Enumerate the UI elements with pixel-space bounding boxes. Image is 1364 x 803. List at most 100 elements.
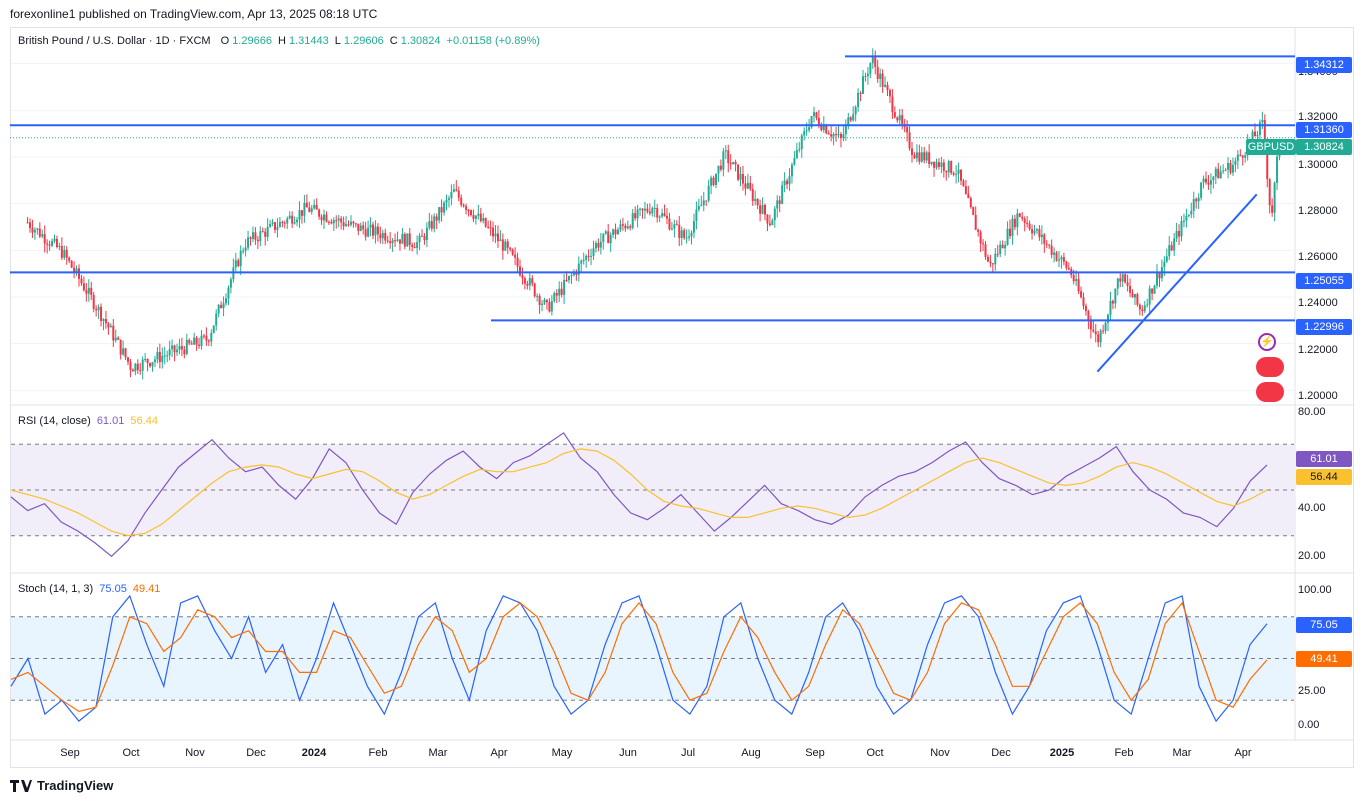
candle-body xyxy=(283,222,286,224)
candle-body xyxy=(31,228,34,233)
candle-body xyxy=(1094,331,1097,335)
candle-body xyxy=(940,162,943,167)
candle-body xyxy=(558,288,561,296)
candle-body xyxy=(215,313,218,326)
candle-body xyxy=(599,241,602,248)
candle-body xyxy=(651,208,654,214)
stoch-y-tick: 100.00 xyxy=(1298,584,1332,596)
candle-body xyxy=(825,125,828,134)
candle-body xyxy=(1126,282,1129,286)
candle-body xyxy=(484,218,487,227)
candle-body xyxy=(244,247,247,251)
candle-body xyxy=(776,200,779,209)
candle-body xyxy=(384,232,387,241)
rsi-title[interactable]: RSI (14, close) xyxy=(18,415,91,427)
candle-body xyxy=(359,225,362,231)
candle-body xyxy=(146,358,149,364)
candle-body xyxy=(308,207,311,212)
stoch-title[interactable]: Stoch (14, 1, 3) xyxy=(18,583,94,595)
candle-body xyxy=(1263,119,1266,147)
candle-body xyxy=(131,369,134,372)
candle-body xyxy=(541,303,544,305)
candle-body xyxy=(479,213,482,222)
candle-body xyxy=(729,163,732,165)
candle-body xyxy=(394,240,397,242)
candle-body xyxy=(63,249,66,258)
candle-body xyxy=(957,169,960,174)
uk-flag-icon[interactable] xyxy=(1256,357,1284,377)
symbol-label[interactable]: British Pound / U.S. Dollar · 1D · FXCM xyxy=(18,35,211,47)
candle-body xyxy=(778,200,781,204)
candle-body xyxy=(852,114,855,121)
candle-body xyxy=(278,221,281,228)
tv-logo-icon xyxy=(10,779,32,792)
candle-body xyxy=(1031,229,1034,234)
candle-body xyxy=(374,226,377,236)
candle-body xyxy=(952,173,955,175)
level-badge[interactable]: 1.34312 xyxy=(1296,57,1352,73)
candle-body xyxy=(798,149,801,151)
candle-body xyxy=(161,355,164,363)
candle-body xyxy=(1178,230,1181,237)
level-badge[interactable]: 1.25055 xyxy=(1296,273,1352,289)
candle-body xyxy=(237,260,240,267)
candle-body xyxy=(166,355,169,357)
candle-body xyxy=(1136,294,1139,305)
candle-body xyxy=(239,250,242,267)
candle-body xyxy=(87,287,90,294)
candle-body xyxy=(269,223,272,227)
candle-body xyxy=(594,242,597,249)
candle-body xyxy=(685,237,688,239)
x-tick: May xyxy=(551,747,573,759)
candle-body xyxy=(935,162,938,168)
candle-body xyxy=(967,193,970,199)
x-tick: Feb xyxy=(368,747,388,759)
low-label: L xyxy=(334,35,341,47)
candle-body xyxy=(1035,229,1038,231)
last-price-badge[interactable]: 1.30824 xyxy=(1296,139,1352,155)
stoch-legend: Stoch (14, 1, 3) 75.05 49.41 xyxy=(18,583,163,595)
candle-body xyxy=(256,239,259,242)
candle-body xyxy=(925,152,928,161)
tradingview-logo[interactable]: TradingView xyxy=(10,778,113,793)
candle-body xyxy=(477,213,480,216)
candle-body xyxy=(989,261,992,264)
candle-body xyxy=(379,234,382,239)
candle-body xyxy=(185,339,188,355)
candle-body xyxy=(95,308,98,311)
candle-body xyxy=(367,227,370,237)
candle-body xyxy=(251,232,254,239)
candle-body xyxy=(1268,179,1271,206)
candle-body xyxy=(550,301,553,312)
candle-body xyxy=(447,198,450,200)
candle-body xyxy=(835,134,838,136)
candle-body xyxy=(673,224,676,229)
level-badge[interactable]: 1.22996 xyxy=(1296,319,1352,335)
candle-body xyxy=(1158,273,1161,279)
candle-body xyxy=(1092,329,1095,332)
candle-body xyxy=(545,299,548,303)
candle-body xyxy=(930,161,933,165)
candle-body xyxy=(813,112,816,116)
candle-body xyxy=(521,275,524,279)
close-label: C xyxy=(389,35,398,47)
candle-body xyxy=(313,204,316,209)
candle-body xyxy=(734,161,737,165)
candle-body xyxy=(1065,261,1068,268)
candle-body xyxy=(964,186,967,194)
candle-body xyxy=(805,130,808,132)
candle-body xyxy=(1276,156,1279,183)
candle-body xyxy=(347,224,350,226)
x-tick: Nov xyxy=(930,747,950,759)
candle-body xyxy=(506,241,509,248)
candle-body xyxy=(389,241,392,244)
candle-body xyxy=(428,221,431,228)
lightning-icon[interactable]: ⚡ xyxy=(1258,333,1276,351)
us-flag-icon[interactable] xyxy=(1256,382,1284,402)
level-badge[interactable]: 1.31360 xyxy=(1296,122,1352,138)
candle-body xyxy=(205,335,208,341)
candle-body xyxy=(808,127,811,131)
y-tick: 1.22000 xyxy=(1298,344,1338,356)
candle-body xyxy=(1209,180,1212,185)
